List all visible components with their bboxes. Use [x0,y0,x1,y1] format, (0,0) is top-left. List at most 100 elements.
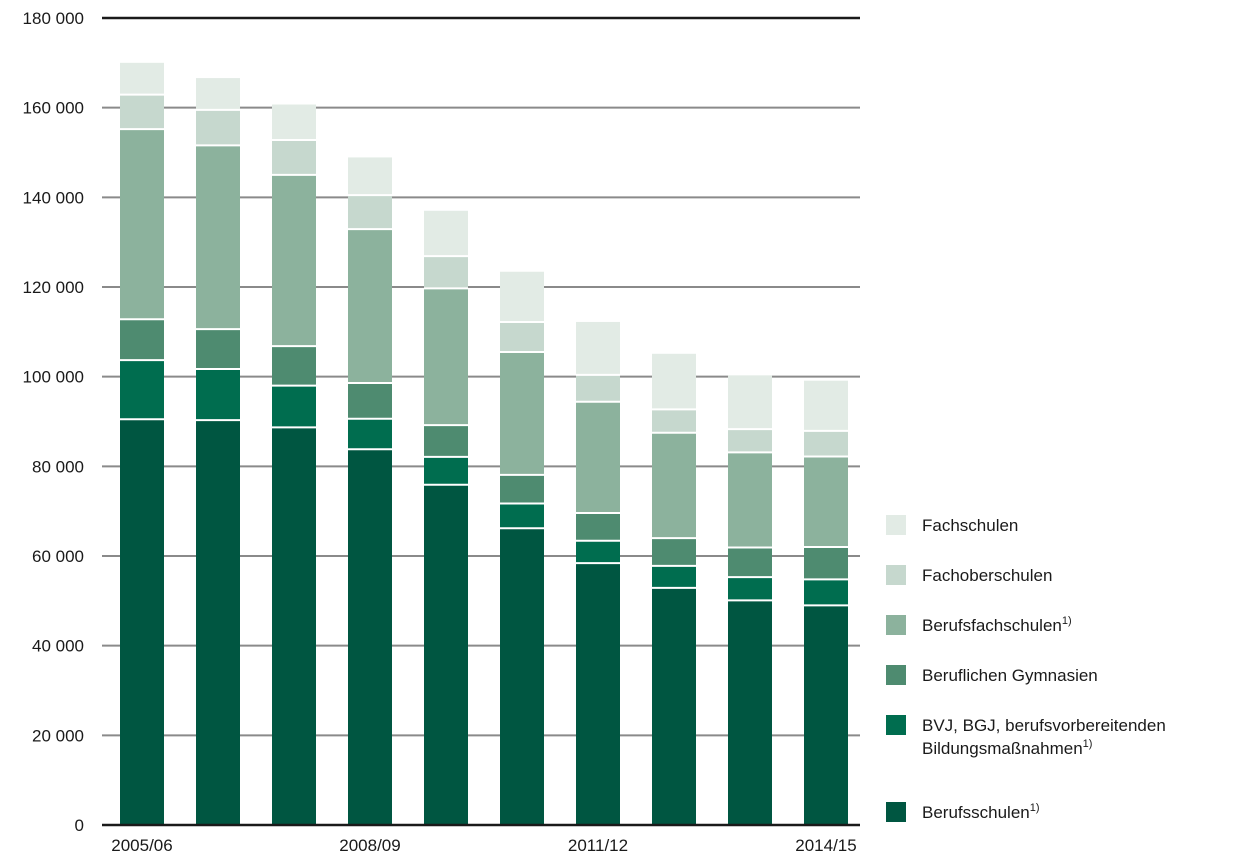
bar-segment-fachoberschulen [120,94,164,130]
legend-swatch [886,565,906,585]
bar-segment-berufsfachschulen [424,288,468,426]
x-tick-label: 2005/06 [111,836,172,855]
legend-swatch [886,515,906,535]
bar-segment-beruflichen-gymnasien [348,382,392,419]
legend-footnote-marker: 1) [1030,802,1040,814]
bar-segment-berufsfachschulen [576,401,620,513]
bar-segment-berufsschulen [652,587,696,825]
bar-segment-berufsschulen [804,605,848,825]
bar-segment-berufsfachschulen [728,452,772,548]
bar-segment-fachoberschulen [196,109,240,146]
bar-segment-fachschulen [652,353,696,410]
legend-footnote-marker: 1) [1083,738,1093,750]
bar-segment-fachschulen [728,375,772,430]
bar-segment-fachoberschulen [500,321,544,353]
bar-segment-bvj-bgj-berufsvorbereitenden-bildungsmassnahmen [196,369,240,421]
legend-item-fachoberschulen: Fachoberschulen [886,565,1052,585]
bar-segment-berufsschulen [500,528,544,825]
bar-segment-beruflichen-gymnasien [576,512,620,541]
bar-segment-bvj-bgj-berufsvorbereitenden-bildungsmassnahmen [576,540,620,564]
bar-stack [272,104,316,825]
bar-segment-berufsschulen [196,420,240,825]
bar-segment-beruflichen-gymnasien [500,474,544,504]
bar-segment-fachschulen [196,78,240,110]
bar-segment-fachschulen [500,271,544,322]
bar-stack [424,210,468,825]
bar-segment-bvj-bgj-berufsvorbereitenden-bildungsmassnahmen [728,577,772,601]
bar-segment-berufsschulen [120,419,164,825]
x-tick-label: 2008/09 [339,836,400,855]
bar-segment-berufsschulen [424,484,468,825]
y-tick-label: 0 [75,816,84,835]
y-tick-label: 100 000 [23,368,84,387]
bar-segment-berufsfachschulen [120,129,164,320]
bar-segment-beruflichen-gymnasien [652,538,696,566]
y-tick-label: 20 000 [32,726,84,745]
bar-segment-fachoberschulen [576,374,620,402]
bar-segment-bvj-bgj-berufsvorbereitenden-bildungsmassnahmen [348,418,392,450]
legend-swatch [886,715,906,735]
y-tick-label: 160 000 [23,99,84,118]
bar-segment-beruflichen-gymnasien [120,319,164,361]
bar-segment-berufsschulen [272,427,316,825]
bar-segment-fachschulen [120,62,164,95]
bar-segment-bvj-bgj-berufsvorbereitenden-bildungsmassnahmen [120,360,164,420]
bars [120,62,848,825]
bar-segment-berufsfachschulen [272,174,316,347]
bar-segment-fachschulen [576,321,620,375]
bar-segment-beruflichen-gymnasien [272,346,316,386]
legend-label: Berufsfachschulen1) [922,615,1072,635]
bar-segment-berufsschulen [576,563,620,825]
bar-segment-berufsfachschulen [652,432,696,539]
legend-item-fachschulen: Fachschulen [886,515,1018,535]
legend-label: BVJ, BGJ, berufsvorbereitenden Bildungsma… [922,716,1166,758]
bar-segment-beruflichen-gymnasien [804,547,848,580]
bar-segment-bvj-bgj-berufsvorbereitenden-bildungsmassnahmen [272,385,316,428]
bar-stack [728,375,772,825]
legend-label: Beruflichen Gymnasien [922,666,1098,685]
x-tick-label: 2014/15 [795,836,856,855]
bar-stack [196,78,240,825]
y-tick-label: 60 000 [32,547,84,566]
bar-segment-berufsfachschulen [804,456,848,548]
bar-segment-fachoberschulen [272,139,316,175]
bar-stack [652,353,696,825]
bar-segment-beruflichen-gymnasien [424,425,468,457]
bar-segment-bvj-bgj-berufsvorbereitenden-bildungsmassnahmen [500,503,544,529]
bar-stack [500,271,544,825]
bar-segment-fachschulen [272,104,316,140]
x-tick-label: 2011/12 [568,836,628,855]
bar-segment-fachoberschulen [804,430,848,457]
legend-swatch [886,802,906,822]
bar-segment-fachoberschulen [348,195,392,230]
bar-stack [120,62,164,825]
y-tick-label: 180 000 [23,9,84,28]
bar-stack [348,157,392,825]
bar-stack [804,380,848,825]
bar-segment-fachoberschulen [424,256,468,289]
legend-item-berufsfachschulen: Berufsfachschulen1) [886,615,1072,635]
bar-stack [576,321,620,825]
legend-label: Fachoberschulen [922,566,1052,585]
bar-segment-fachschulen [348,157,392,196]
y-tick-label: 120 000 [23,278,84,297]
legend-label: Berufsschulen1) [922,802,1040,822]
legend-label: Fachschulen [922,516,1018,535]
bar-segment-berufsfachschulen [348,229,392,383]
bar-segment-fachoberschulen [652,409,696,433]
y-tick-label: 80 000 [32,457,84,476]
axes: 0 20 000 40 000 60 000 80 000 100 000 120 000 1… [23,9,860,855]
bar-segment-berufsschulen [348,449,392,825]
bar-segment-berufsschulen [728,600,772,825]
bar-segment-bvj-bgj-berufsvorbereitenden-bildungsmassnahmen [424,456,468,485]
bar-segment-fachoberschulen [728,429,772,453]
legend-item-beruflichen-gymnasien: Beruflichen Gymnasien [886,665,1098,685]
legend-swatch [886,615,906,635]
legend-item-bvj-bgj-berufsvorbereitenden-bildungsmassnahmen: BVJ, BGJ, berufsvorbereitenden Bildungsma… [886,715,1166,758]
bar-segment-fachschulen [424,210,468,257]
bar-segment-berufsfachschulen [500,352,544,475]
bar-segment-bvj-bgj-berufsvorbereitenden-bildungsmassnahmen [804,579,848,606]
legend-item-berufsschulen: Berufsschulen1) [886,802,1040,822]
